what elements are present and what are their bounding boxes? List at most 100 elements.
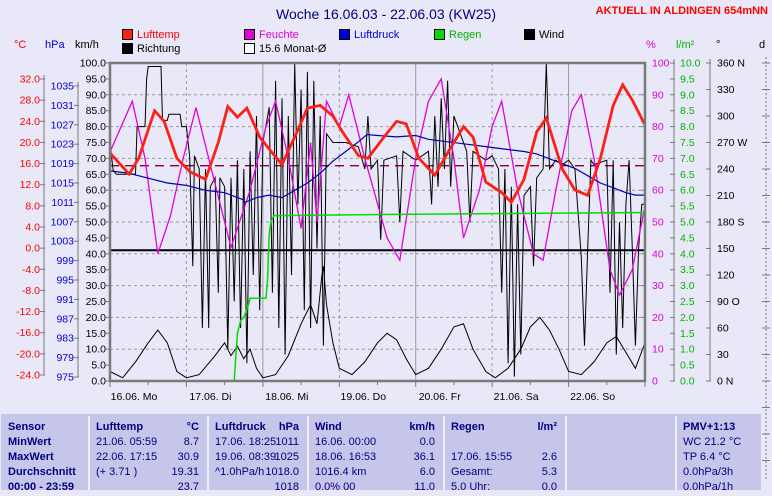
table-cell-info: 17.06. 15:55 <box>451 451 513 463</box>
axis-tick-label-temp: -4.0 <box>22 264 40 276</box>
axis-tick-label-kmh: 35.0 <box>86 264 107 276</box>
axis-tick-label-pct: 0 <box>652 376 658 388</box>
table-cell-info: 0.0hPa/3h <box>683 466 734 478</box>
table-column-separator <box>675 416 677 490</box>
legend-item-richtung: Richtung <box>122 42 180 55</box>
axis-tick-label-deg: 120 <box>717 270 735 282</box>
axis-tick-label-lm2: 4.0 <box>680 248 695 260</box>
chart-legend-row2: Richtung 15.6 Monat-Ø <box>0 42 772 55</box>
table-cell-value: 5.3 <box>541 466 557 478</box>
table-cell-value: 1018 <box>274 481 299 493</box>
table-cell-value: 8.7 <box>183 436 199 448</box>
axis-tick-label-kmh: 40.0 <box>86 248 107 260</box>
axis-tick-label-temp: 28.0 <box>20 95 41 107</box>
table-column-separator <box>443 416 445 490</box>
axis-tick-label-kmh: 95.0 <box>86 73 107 85</box>
axis-tick-label-lm2: 7.5 <box>680 137 695 149</box>
axis-tick-label-hpa: 995 <box>56 275 74 287</box>
axis-tick-label-hpa: 1019 <box>51 158 75 170</box>
legend-swatch-icon <box>434 29 445 40</box>
axis-tick-label-pct: 50 <box>652 217 664 229</box>
table-cell-value: °C <box>186 421 199 433</box>
axis-tick-label-temp: 4.0 <box>25 222 40 234</box>
legend-swatch-icon <box>122 43 133 54</box>
axis-tick-label-lm2: 8.5 <box>680 105 695 117</box>
axis-tick-label-lm2: 0.5 <box>680 360 695 372</box>
legend-swatch-icon <box>122 29 133 40</box>
axis-tick-label-hpa: 1011 <box>51 197 74 209</box>
table-cell-info: TP 6.4 °C <box>683 451 731 463</box>
axis-tick-label-hpa: 1023 <box>51 139 75 151</box>
table-cell-value: 0.0 <box>541 481 557 493</box>
axis-tick-label-pct: 60 <box>652 185 664 197</box>
axis-tick-label-lm2: 6.5 <box>680 169 695 181</box>
axis-tick-label-deg: 330 <box>717 84 735 96</box>
table-row-maxwert: MaxWert 22.06. 17:15 30.9 19.06. 08:39 1025 1… <box>1 451 761 466</box>
x-axis-day-label: 20.06. Fr <box>419 391 462 403</box>
table-row-durchschnitt: Durchschnitt (+ 3.71 ) 19.31 ^1.0hPa/h 1018.… <box>1 466 761 481</box>
axis-tick-label-pct: 90 <box>652 89 664 101</box>
table-header-row: Sensor Lufttemp °C Luftdruck hPa Wind km/h Rege… <box>1 421 761 436</box>
axis-tick-label-kmh: 80.0 <box>86 121 107 133</box>
axis-tick-label-deg: 270 W <box>717 137 747 149</box>
table-cell-value: 2.6 <box>541 451 557 463</box>
axis-tick-label-deg: 360 N <box>717 58 745 70</box>
axis-tick-label-lm2: 3.0 <box>680 280 695 292</box>
legend-swatch-icon <box>244 43 255 54</box>
legend-label: Luftdruck <box>354 28 400 41</box>
table-cell-info: 21.06. 05:59 <box>96 436 158 448</box>
x-axis-day-label: 16.06. Mo <box>111 391 158 403</box>
axis-tick-label-deg: 240 <box>717 164 735 176</box>
axis-tick-label-kmh: 25.0 <box>86 296 107 308</box>
axis-tick-label-lm2: 1.5 <box>680 328 695 340</box>
table-cell-info: 0.0hPa/1h <box>683 481 734 493</box>
axis-tick-label-temp: -8.0 <box>22 285 40 297</box>
axis-tick-label-hpa: 987 <box>56 313 74 325</box>
axis-unit-hpa: hPa <box>45 39 65 51</box>
axis-tick-label-temp: 0.0 <box>25 243 40 255</box>
axis-tick-label-kmh: 20.0 <box>86 312 107 324</box>
series-lufttemp-line <box>108 81 647 205</box>
axis-tick-label-kmh: 100.0 <box>80 58 106 70</box>
series-richtung-line <box>109 62 645 377</box>
axis-tick-label-temp: -20.0 <box>16 348 40 360</box>
table-cell-info: 18.06. 16:53 <box>315 451 377 463</box>
table-cell-info: Durchschnitt <box>8 466 76 478</box>
table-cell-value: 36.1 <box>413 451 435 463</box>
axis-tick-label-deg: 150 <box>717 243 735 255</box>
axis-tick-label-hpa: 1031 <box>51 100 75 112</box>
axis-tick-label-pct: 80 <box>652 121 664 133</box>
table-cell-value: l/m² <box>537 421 557 433</box>
axis-tick-label-pct: 20 <box>652 312 664 324</box>
axis-tick-label-kmh: 5.0 <box>91 360 106 372</box>
table-cell-info: Regen <box>451 421 485 433</box>
legend-label: Wind <box>539 28 565 41</box>
axis-tick-label-kmh: 90.0 <box>86 89 107 101</box>
table-cell-value: 1018.0 <box>265 466 299 478</box>
axis-tick-label-kmh: 85.0 <box>86 105 107 117</box>
legend-item-luftdruck: Luftdruck <box>339 28 399 41</box>
axis-unit-d: d <box>759 39 765 51</box>
axis-tick-label-pct: 40 <box>652 248 664 260</box>
table-cell-info: 00:00 - 23:59 <box>8 481 75 493</box>
chart-legend-row1: Lufttemp Feuchte Luftdruck Regen Wind <box>0 28 772 41</box>
table-column-separator <box>207 416 209 490</box>
table-column-separator <box>565 416 567 490</box>
axis-unit-temp: °C <box>14 39 26 51</box>
axis-tick-label-lm2: 10.0 <box>680 58 701 70</box>
axis-tick-label-lm2: 1.0 <box>680 344 695 356</box>
legend-label: Richtung <box>137 42 181 55</box>
table-cell-info: Sensor <box>8 421 46 433</box>
table-cell-value: km/h <box>409 421 435 433</box>
table-row-minwert: MinWert 21.06. 05:59 8.7 17.06. 18:25 1011 16… <box>1 436 761 451</box>
axis-tick-label-deg: 210 <box>717 190 735 202</box>
axis-tick-label-kmh: 0.0 <box>91 376 106 388</box>
axis-tick-label-lm2: 5.0 <box>680 217 695 229</box>
table-cell-value: 23.7 <box>177 481 199 493</box>
axis-tick-label-lm2: 4.5 <box>680 232 695 244</box>
table-cell-info: MinWert <box>8 436 52 448</box>
table-cell-info: Gesamt: <box>451 466 493 478</box>
table-cell-info: 16.06. 00:00 <box>315 436 377 448</box>
